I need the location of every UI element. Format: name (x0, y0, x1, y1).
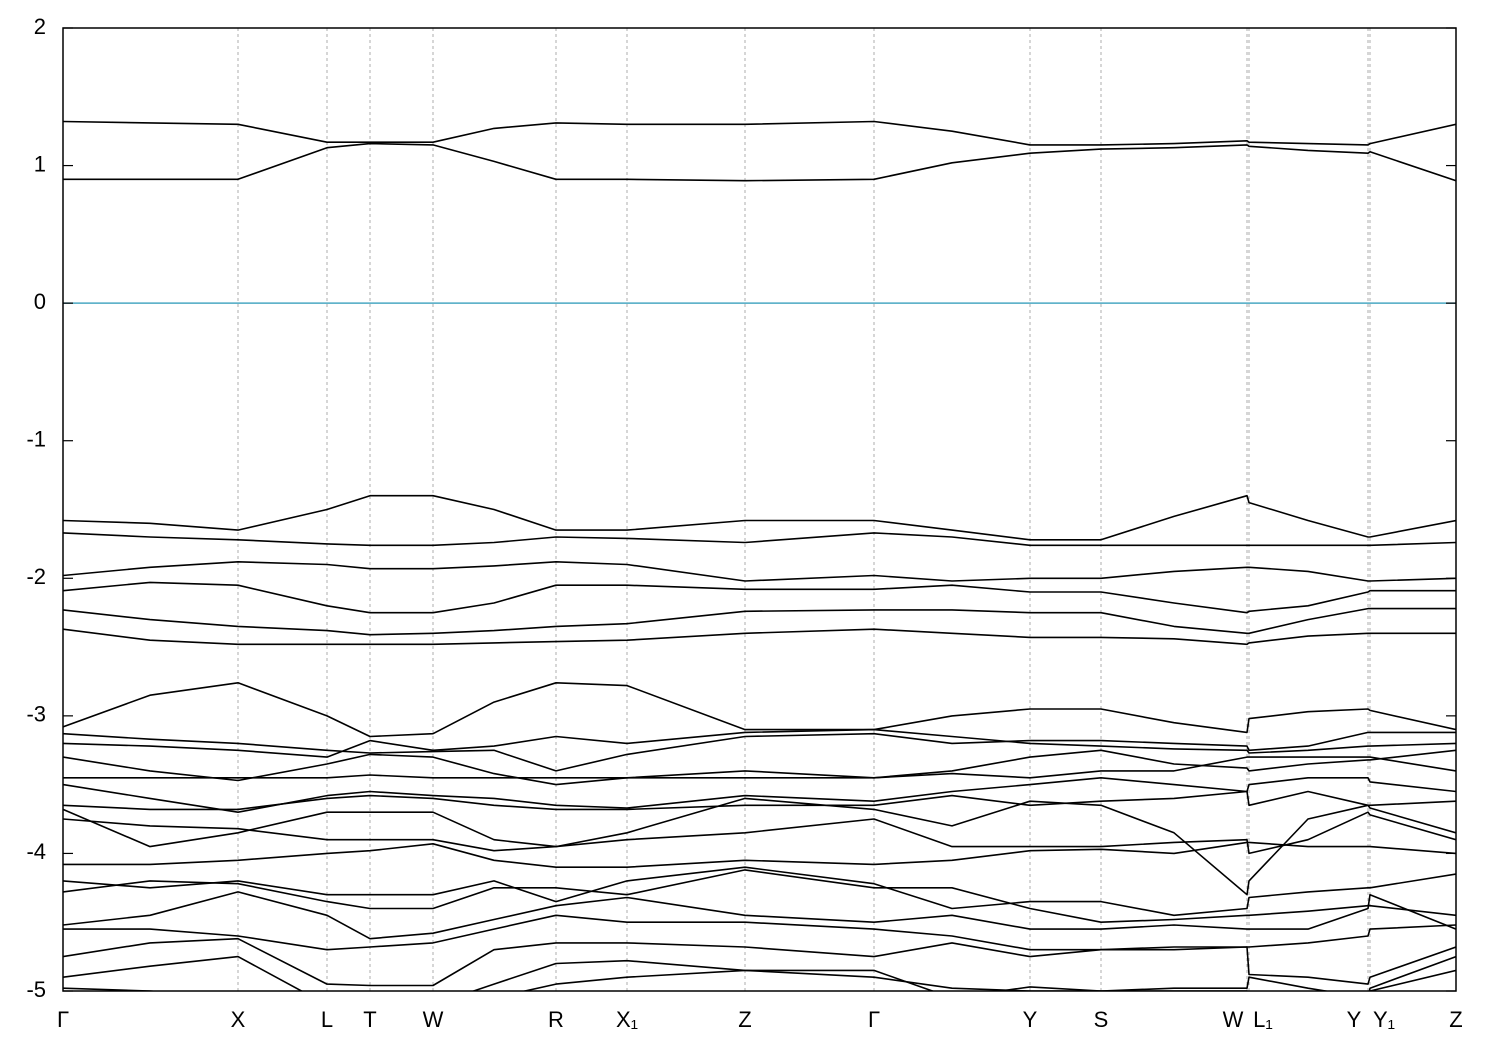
band-line (63, 777, 1456, 813)
band-line (63, 891, 1456, 940)
x-tick-label: Γ (868, 1007, 880, 1032)
band-line (63, 790, 1456, 811)
band-line (63, 561, 1456, 582)
x-tick-label: Y (1347, 1007, 1362, 1032)
band-line (63, 937, 1456, 987)
y-tick-label: -1 (26, 427, 46, 452)
x-tick-label: L₁ (1253, 1007, 1273, 1032)
x-tick-label: Z (1449, 1007, 1462, 1032)
labels: -5 -4 -3 -2 -1 0 1 2 Γ X L T W R X₁ Z Γ Y S W L₁ Y Y₁ Z (26, 14, 1462, 1032)
band-line (63, 797, 1456, 896)
x-tick-label: Y (1023, 1007, 1038, 1032)
x-tick-label: Γ (57, 1007, 69, 1032)
y-tick-label: -3 (26, 702, 46, 727)
band-line (63, 969, 1456, 991)
x-tick-label: L (321, 1007, 333, 1032)
x-tick-label: Y₁ (1373, 1007, 1395, 1032)
y-tick-label: 1 (34, 151, 46, 176)
x-tick-label: W (423, 1007, 444, 1032)
band-line (63, 532, 1456, 547)
x-tick-label: R (548, 1007, 564, 1032)
y-tick-label: -4 (26, 839, 46, 864)
band-line (63, 628, 1456, 646)
band-line (63, 869, 1456, 923)
band-line (63, 120, 1456, 146)
x-tick-label: X (231, 1007, 246, 1032)
band-line (63, 841, 1456, 868)
plot-frame (62, 27, 1457, 992)
plot-area (63, 120, 1456, 991)
band-line (63, 581, 1456, 614)
x-tick-label: S (1094, 1007, 1109, 1032)
band-line (63, 494, 1456, 541)
y-tick-label: -2 (26, 564, 46, 589)
band-line (63, 142, 1456, 182)
band-line (63, 728, 1456, 758)
y-tick-label: 0 (34, 289, 46, 314)
band-line (63, 914, 1456, 951)
grid (62, 28, 1457, 991)
band-line (63, 756, 1456, 779)
x-tick-label: Z (738, 1007, 751, 1032)
band-line (63, 866, 1456, 917)
y-tick-label: 2 (34, 14, 46, 39)
band-line (63, 607, 1456, 636)
x-tick-label: X₁ (616, 1007, 638, 1032)
band-line (63, 955, 1456, 991)
x-tick-label: W (1223, 1007, 1244, 1032)
band-line (63, 811, 1456, 855)
x-tick-label: T (363, 1007, 376, 1032)
y-tick-label: -5 (26, 977, 46, 1002)
